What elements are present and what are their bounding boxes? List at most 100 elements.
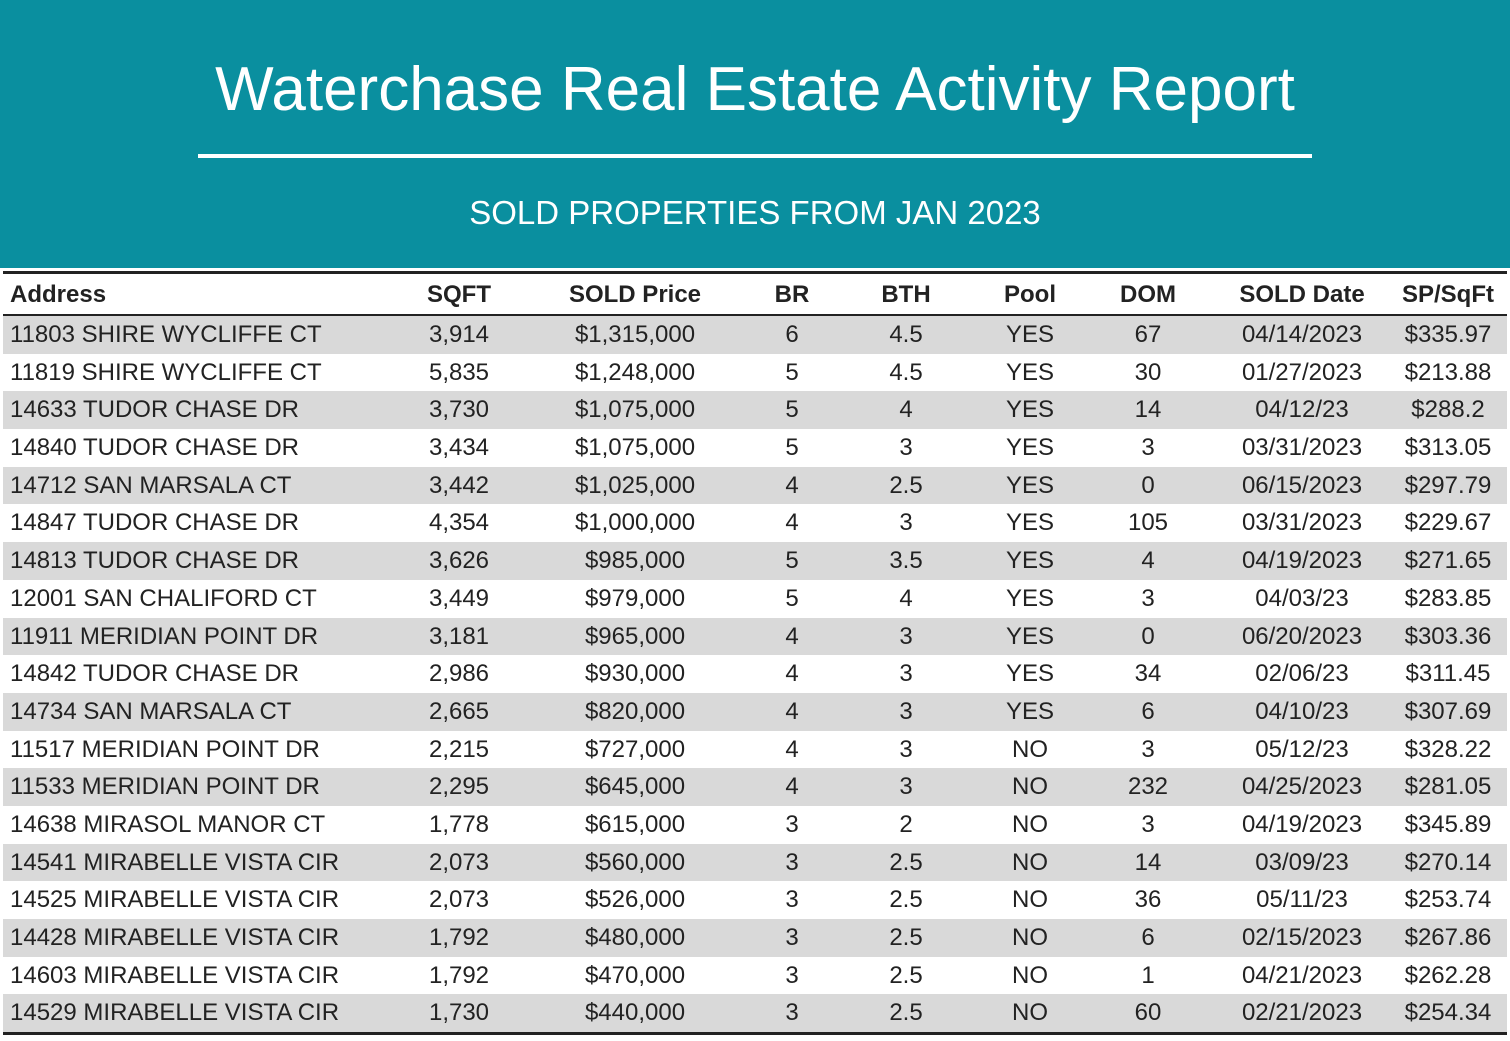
table-cell: 14603 MIRABELLE VISTA CIR: [10, 961, 340, 989]
table-cell: 2,295: [428, 773, 490, 801]
table-cell: 14529 MIRABELLE VISTA CIR: [10, 999, 340, 1027]
table-cell: 36: [1134, 886, 1162, 914]
table-cell: YES: [1005, 321, 1055, 348]
table-cell: 2.5: [889, 924, 923, 951]
table-cell: 3: [785, 810, 799, 838]
table-cell: 03/09/23: [1255, 848, 1349, 876]
divider: [198, 154, 1312, 158]
table-cell: YES: [1005, 396, 1055, 424]
table-cell: 11911 MERIDIAN POINT DR: [10, 622, 319, 650]
table-cell: $1,075,000: [574, 434, 696, 462]
table-cell: 2,665: [428, 697, 490, 725]
table-cell: 2.5: [889, 886, 923, 914]
table-cell: YES: [1005, 434, 1055, 462]
column-header: Pool: [1004, 281, 1056, 308]
table-cell: 03/31/2023: [1241, 434, 1363, 462]
table-cell: 02/21/2023: [1241, 999, 1363, 1027]
column-header: Address: [10, 281, 107, 308]
table-row: 14529 MIRABELLE VISTA CIR 1,730 $440,000 3 2…: [3, 994, 1507, 1033]
table-cell: 3: [785, 961, 799, 989]
table-cell: 4: [785, 471, 799, 499]
table-cell: 4,354: [428, 509, 490, 537]
table-cell: 11533 MERIDIAN POINT DR: [10, 773, 320, 801]
table-cell: 3: [1141, 810, 1155, 838]
table-cell: 3: [785, 886, 799, 914]
table-cell: $480,000: [584, 924, 686, 951]
table-cell: $979,000: [584, 584, 686, 612]
table-cell: 11819 SHIRE WYCLIFFE CT: [10, 358, 322, 386]
table-cell: $307.69: [1404, 697, 1492, 725]
table-cell: 5: [785, 358, 799, 386]
table-cell: 60: [1134, 999, 1162, 1027]
table-cell: 2.5: [889, 471, 923, 499]
table-cell: YES: [1005, 660, 1055, 688]
table-row: 14813 TUDOR CHASE DR 3,626 $985,000 5 3.5 YES…: [3, 542, 1507, 580]
table-cell: 2,215: [428, 735, 490, 763]
table-cell: $313.05: [1404, 434, 1492, 462]
table-cell: 3,626: [428, 547, 490, 575]
column-header: SQFT: [427, 281, 491, 308]
table-cell: $335.97: [1404, 321, 1492, 348]
table-cell: YES: [1005, 358, 1055, 386]
table-cell: 04/14/2023: [1241, 321, 1363, 348]
table-cell: 4: [785, 735, 799, 763]
table-row: 14840 TUDOR CHASE DR 3,434 $1,075,000 5 3 YES…: [3, 429, 1507, 467]
table-row: 14633 TUDOR CHASE DR 3,730 $1,075,000 5 4 YES…: [3, 391, 1507, 430]
table-cell: 3,181: [428, 622, 490, 650]
table-cell: $1,248,000: [574, 358, 696, 386]
table-cell: 14847 TUDOR CHASE DR: [10, 509, 299, 537]
table-cell: $470,000: [584, 961, 686, 989]
table-cell: YES: [1005, 471, 1055, 499]
table-cell: $820,000: [584, 697, 686, 725]
table-cell: 2,986: [428, 660, 490, 688]
table-cell: 3: [1141, 735, 1155, 763]
table-cell: 06/15/2023: [1241, 471, 1363, 499]
table-cell: $267.86: [1404, 924, 1492, 951]
table-cell: $297.79: [1404, 471, 1492, 499]
table-cell: 5,835: [428, 358, 490, 386]
table-cell: $303.36: [1404, 622, 1492, 650]
table-cell: 1,792: [428, 924, 490, 951]
table-row: 11533 MERIDIAN POINT DR 2,295 $645,000 4 3 NO…: [3, 768, 1507, 806]
header-row: Address SQFT SOLD Price BR BTH Pool DOM SOLD Da…: [3, 274, 1507, 316]
table-cell: 04/19/2023: [1241, 547, 1363, 575]
table-row: 14525 MIRABELLE VISTA CIR 2,073 $526,000 3 2…: [3, 881, 1507, 919]
table-cell: 3: [1141, 584, 1155, 612]
table-cell: 04/21/2023: [1241, 961, 1363, 989]
table-cell: 14: [1134, 848, 1162, 876]
table-cell: $328.22: [1404, 735, 1492, 763]
table-row: 14603 MIRABELLE VISTA CIR 1,792 $470,000 3 2…: [3, 957, 1507, 995]
table-cell: 01/27/2023: [1241, 358, 1363, 386]
table-cell: 5: [785, 396, 799, 424]
table-cell: 02/06/23: [1255, 660, 1349, 688]
table-cell: 0: [1141, 471, 1155, 499]
table-cell: 3,730: [428, 396, 490, 424]
table-cell: 2: [899, 810, 913, 838]
table-cell: $1,000,000: [574, 509, 696, 537]
table-cell: NO: [1012, 848, 1048, 876]
table-cell: 14712 SAN MARSALA CT: [10, 471, 292, 499]
table-cell: NO: [1012, 773, 1048, 801]
table: Address SQFT SOLD Price BR BTH Pool DOM SOLD Da…: [3, 271, 1507, 1036]
table-cell: 14525 MIRABELLE VISTA CIR: [10, 886, 340, 914]
table-cell: 1,778: [428, 810, 490, 838]
table-cell: 1: [1141, 961, 1155, 989]
column-header: SOLD Price: [568, 281, 702, 308]
table-cell: 14734 SAN MARSALA CT: [10, 697, 292, 725]
table-cell: 4: [785, 660, 799, 688]
table-row: 14842 TUDOR CHASE DR 2,986 $930,000 4 3 YES 34…: [3, 655, 1507, 693]
banner: Waterchase Real Estate Activity Report S…: [0, 0, 1510, 268]
table-cell: 6: [785, 321, 799, 348]
table-cell: 04/25/2023: [1241, 773, 1363, 801]
table-row: 14428 MIRABELLE VISTA CIR 1,792 $480,000 3 2…: [3, 919, 1507, 957]
table-cell: 12001 SAN CHALIFORD CT: [10, 584, 317, 612]
table-cell: 3,434: [428, 434, 490, 462]
table-cell: $254.34: [1404, 999, 1492, 1027]
table-row: 11517 MERIDIAN POINT DR 2,215 $727,000 4 3 NO…: [3, 731, 1507, 769]
table-cell: 6: [1141, 697, 1155, 725]
table-cell: 4: [785, 509, 799, 537]
table-cell: $645,000: [584, 773, 686, 801]
table-cell: $526,000: [584, 886, 686, 914]
table-cell: $930,000: [584, 660, 686, 688]
column-header: SP/SqFt: [1401, 281, 1494, 308]
